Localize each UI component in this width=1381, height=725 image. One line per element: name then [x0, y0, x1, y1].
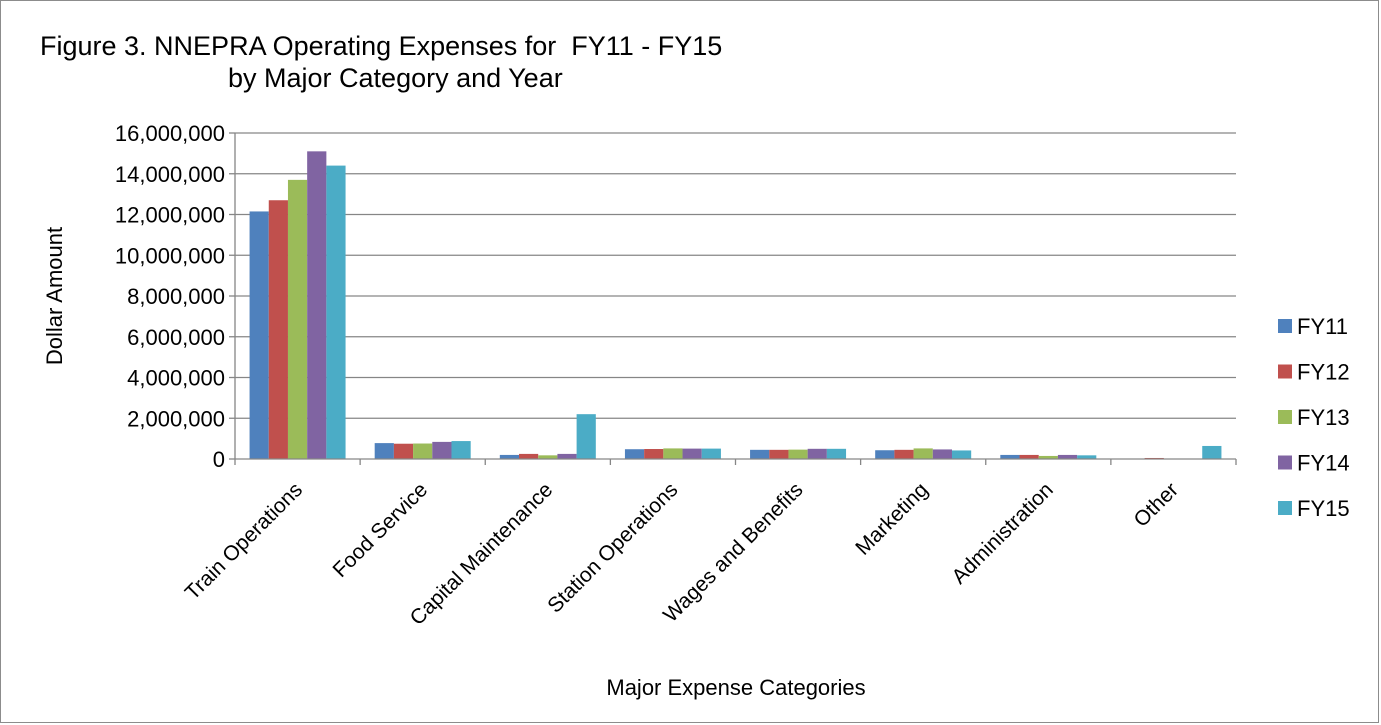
- chart-title-line1: Figure 3. NNEPRA Operating Expenses for …: [40, 31, 723, 61]
- legend-label-fy13: FY13: [1297, 405, 1350, 430]
- bar-fy13: [913, 448, 933, 459]
- y-tick-label: 12,000,000: [115, 203, 225, 228]
- bar-fy12: [519, 453, 539, 459]
- y-tick-label: 14,000,000: [115, 162, 225, 187]
- bar-fy13: [663, 448, 683, 459]
- y-tick-label: 0: [213, 447, 225, 472]
- bar-fy14: [1057, 454, 1078, 459]
- x-tick-label: Train Operations: [181, 478, 307, 604]
- y-axis-ticks: 0 2,000,000 4,000,000 6,000,000 8,000,000 10,…: [115, 121, 235, 472]
- bar-fy14: [932, 449, 952, 459]
- bar-fy14: [557, 453, 577, 459]
- bar-fy12: [268, 200, 288, 460]
- bar-fy15: [826, 448, 847, 459]
- y-axis-title: Dollar Amount: [42, 227, 67, 365]
- y-tick-label: 10,000,000: [115, 243, 225, 268]
- bar-fy14: [432, 441, 452, 459]
- bar-fy11: [249, 211, 269, 459]
- bar-fy11: [374, 443, 394, 459]
- legend-label-fy12: FY12: [1297, 360, 1350, 385]
- bar-fy11: [1000, 454, 1020, 459]
- legend-swatch-fy15: [1278, 501, 1292, 515]
- bar-fy12: [393, 443, 414, 459]
- bar-fy14: [682, 448, 702, 459]
- bar-fy14: [807, 448, 827, 459]
- y-tick-label: 4,000,000: [127, 366, 225, 391]
- bar-fy15: [576, 414, 596, 459]
- bar-fy11: [624, 449, 645, 459]
- bar-fy15: [1077, 455, 1097, 459]
- x-tick-label: Station Operations: [543, 478, 682, 617]
- legend-swatch-fy12: [1278, 364, 1292, 379]
- bar-fy11: [499, 454, 520, 459]
- legend-swatch-fy13: [1278, 410, 1292, 424]
- bar-fy14: [307, 151, 327, 459]
- legend-swatch-fy14: [1278, 455, 1292, 470]
- bar-fy13: [788, 449, 808, 459]
- bar-fy13: [1038, 455, 1058, 459]
- x-axis-title: Major Expense Categories: [606, 675, 865, 700]
- bar-fy13: [538, 455, 558, 459]
- y-tick-label: 6,000,000: [127, 325, 225, 350]
- bar-fy12: [894, 449, 914, 459]
- gridlines: [235, 132, 1236, 419]
- x-tick-label: Capital Maintenance: [406, 478, 558, 630]
- x-tick-label: Food Service: [328, 478, 432, 582]
- x-tick-label: Administration: [947, 478, 1057, 588]
- y-tick-label: 2,000,000: [127, 406, 225, 431]
- y-tick-label: 8,000,000: [127, 284, 225, 309]
- bar-fy12: [769, 449, 789, 459]
- bar-fy15: [951, 450, 972, 459]
- chart-title-line2: by Major Category and Year: [228, 63, 563, 93]
- bar-fy12: [1019, 454, 1039, 459]
- bar-fy15: [326, 165, 346, 459]
- bar-fy12: [644, 449, 664, 459]
- bar-fy13: [413, 443, 433, 459]
- legend: FY11 FY12 FY13 FY14 FY15: [1278, 314, 1350, 521]
- bar-fy15: [701, 448, 721, 459]
- axes: [234, 133, 1237, 465]
- y-tick-label: 16,000,000: [115, 121, 225, 146]
- x-tick-label: Wages and Benefits: [659, 478, 808, 627]
- bar-fy11: [750, 449, 770, 459]
- bar-fy11: [875, 450, 895, 459]
- x-tick-label: Other: [1130, 478, 1183, 531]
- bar-fy15: [1202, 445, 1222, 459]
- legend-swatch-fy11: [1278, 319, 1292, 333]
- bar-fy15: [451, 441, 471, 459]
- legend-label-fy14: FY14: [1297, 451, 1350, 476]
- bars: [249, 151, 1222, 460]
- legend-label-fy15: FY15: [1297, 496, 1350, 521]
- x-tick-label: Marketing: [851, 478, 932, 559]
- bar-fy13: [287, 179, 308, 460]
- legend-label-fy11: FY11: [1297, 314, 1348, 339]
